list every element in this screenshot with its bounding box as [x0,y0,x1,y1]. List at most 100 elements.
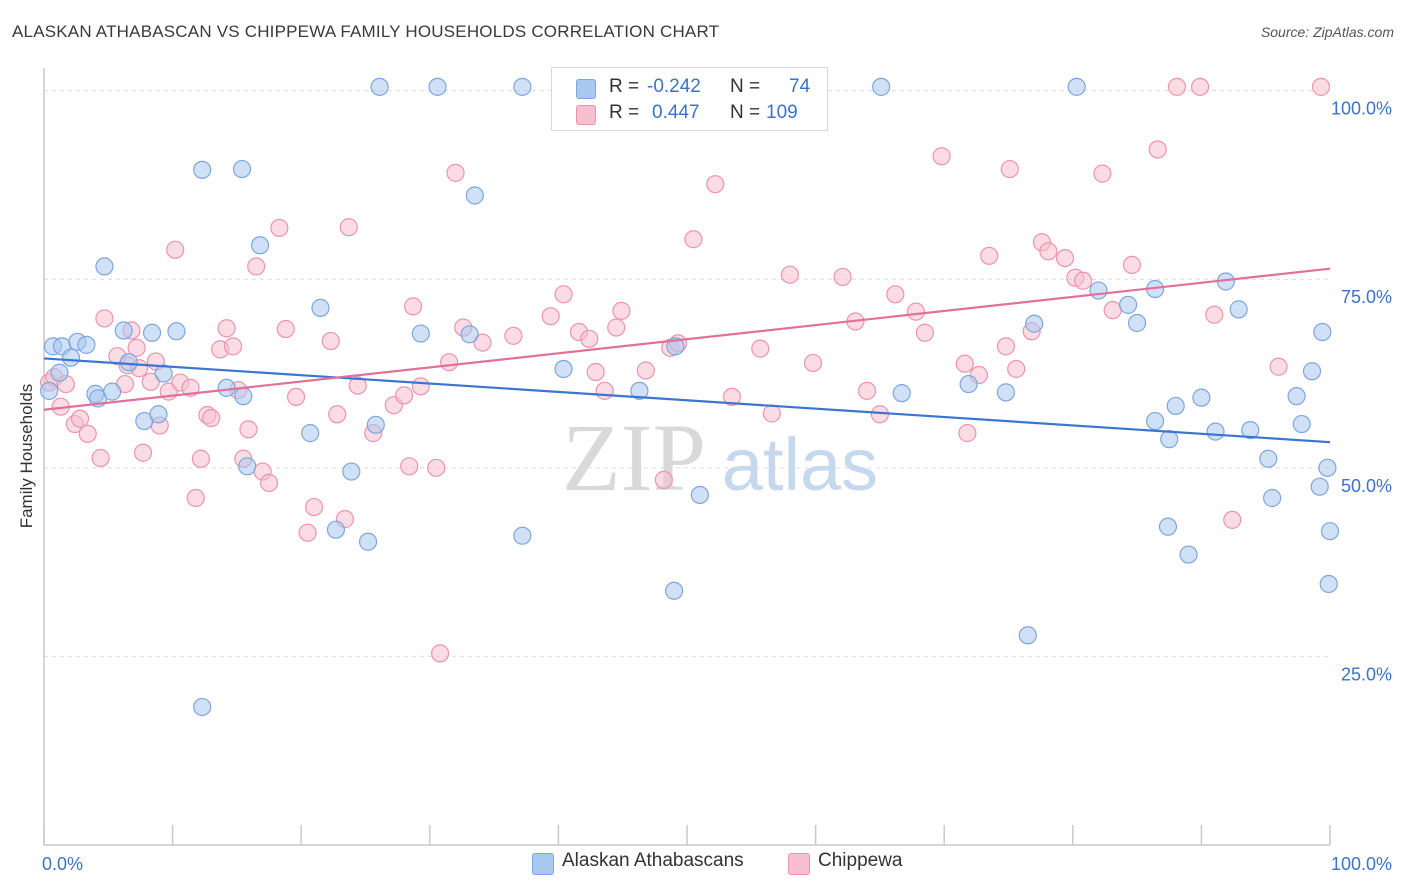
chippewa-point [1103,301,1122,320]
chippewa-point [612,301,631,321]
chippewa-point [580,329,599,348]
chippewa-point [541,307,560,326]
alaskan-athabascan-point [167,322,186,341]
chippewa-point [298,523,317,542]
alaskan-athabascan-point [513,77,532,96]
series-alaskan-athabascans-points [40,77,1340,717]
chippewa-point [348,376,367,395]
alaskan-athabascan-point [1160,430,1179,449]
chippewa-point [1205,305,1224,324]
chippewa-point [186,488,205,508]
alaskan-athabascan-point [1302,362,1322,381]
alaskan-athabascan-point [1319,574,1338,594]
alaskan-athabascan-point [50,363,69,382]
alaskan-athabascan-point [234,387,253,406]
chippewa-point [762,404,781,423]
bottom-legend-swatch-pink [788,853,810,875]
x-tick-labels: 0.0% 100.0% [42,854,1392,874]
chippewa-point [607,318,626,337]
alaskan-athabascan-point [1229,300,1248,319]
trend-line-alaskan-athabascans [43,357,1331,444]
bottom-legend-label: Chippewa [818,850,903,871]
chippewa-point [328,405,347,424]
y-tick-labels: 25.0% 50.0% 75.0% 100.0% [1331,99,1392,685]
y-tick-label: 75.0% [1341,287,1392,307]
legend-row-chippewa: R = 0.447 N = 109 [552,102,827,128]
chippewa-point [304,497,324,517]
watermark: ZIP atlas [562,404,878,511]
chippewa-point [586,362,605,382]
chippewa-point [996,337,1016,356]
trend-lines [43,267,1331,444]
alaskan-athabascan-point [250,236,270,255]
alaskan-athabascan-point [1259,449,1278,468]
alaskan-athabascan-point [460,325,479,344]
chippewa-point [270,218,289,238]
legend-r-label: R = [609,76,640,97]
chippewa-point [915,323,935,342]
alaskan-athabascan-point [1320,522,1340,541]
alaskan-athabascan-point [232,159,252,179]
alaskan-athabascan-point [666,337,685,356]
alaskan-athabascan-point [1118,295,1138,314]
chippewa-point [430,644,450,663]
alaskan-athabascan-point [959,374,978,394]
alaskan-athabascan-point [1067,77,1086,96]
legend-n-value: 109 [766,102,798,123]
alaskan-athabascan-point [411,324,430,343]
alaskan-athabascan-point [358,532,378,551]
alaskan-athabascan-point [1127,313,1147,333]
legend-n-value: 74 [789,76,811,97]
chippewa-point [980,246,999,265]
chippewa-point [286,387,306,407]
alaskan-athabascan-point [630,381,649,400]
alaskan-athabascan-point [366,415,385,434]
alaskan-athabascan-point [465,186,484,205]
alaskan-athabascan-point [217,378,236,397]
legend-n-label: N = [730,102,761,123]
x-tick-label: 100.0% [1331,854,1392,874]
alaskan-athabascan-point [1310,477,1329,496]
alaskan-athabascan-point [1166,396,1185,416]
legend-swatch-blue [576,79,596,99]
chippewa-point [780,265,799,284]
alaskan-athabascan-point [142,323,162,342]
alaskan-athabascan-point [1287,387,1306,406]
chippewa-point [955,354,974,373]
chippewa-point [886,285,905,304]
alaskan-athabascan-point [1263,488,1282,508]
alaskan-athabascan-point [1241,420,1260,440]
chippewa-point [1269,357,1288,376]
alaskan-athabascan-point [1146,411,1165,431]
chippewa-point [1223,510,1242,529]
chippewa-point [403,297,423,316]
alaskan-athabascan-point [326,520,346,539]
alaskan-athabascan-point [996,383,1016,402]
chippewa-point [191,449,210,468]
alaskan-athabascan-point [554,359,573,379]
alaskan-athabascan-point [1089,281,1108,300]
chippewa-point [141,372,160,391]
chippewa-point [247,257,266,276]
alaskan-athabascan-point [114,321,133,340]
chippewa-point [1167,77,1187,96]
alaskan-athabascan-point [95,257,114,276]
alaskan-athabascan-point [238,457,257,476]
watermark-atlas: atlas [722,423,878,506]
chippewa-point [446,163,465,182]
alaskan-athabascan-point [119,353,138,372]
chippewa-point [857,381,877,400]
chippewa-point [400,457,419,476]
alaskan-athabascan-point [1292,414,1311,434]
alaskan-athabascan-point [892,384,911,403]
alaskan-athabascan-point [193,160,212,179]
chippewa-point [1148,140,1167,159]
alaskan-athabascan-point [1179,545,1198,564]
y-tick-label: 100.0% [1331,99,1392,119]
alaskan-athabascan-point [665,581,684,600]
alaskan-athabascan-point [1318,458,1337,477]
chippewa-point [223,337,243,356]
chippewa-point [394,386,414,405]
chippewa-point [78,424,97,443]
